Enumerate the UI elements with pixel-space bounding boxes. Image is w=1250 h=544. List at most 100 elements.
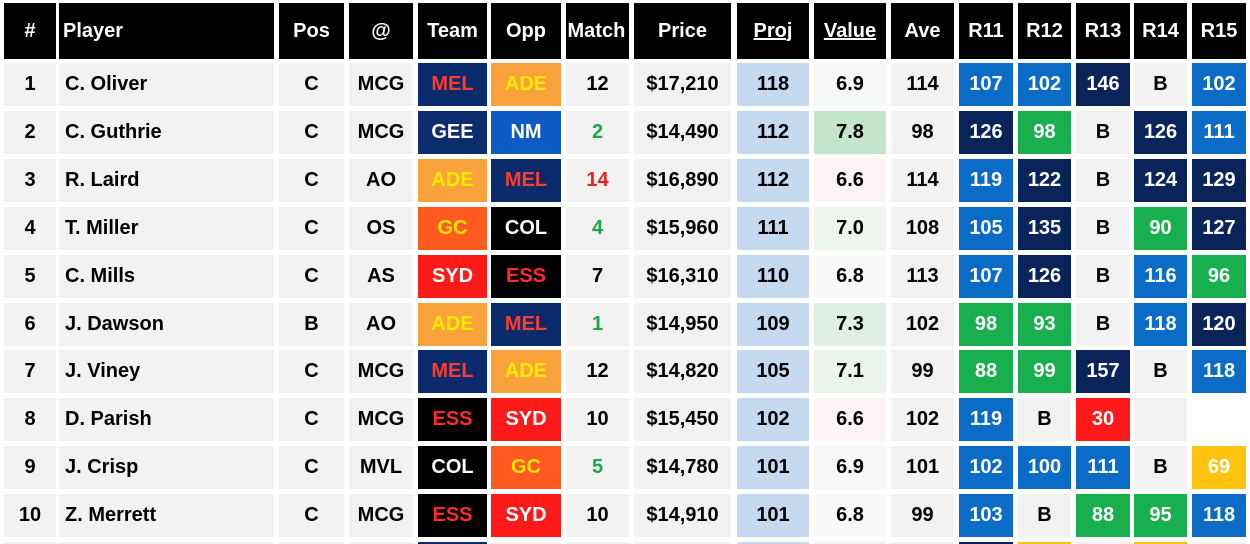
cell-num: 8 xyxy=(4,398,56,441)
opponent-badge: ADE xyxy=(491,350,561,393)
team-badge: MEL xyxy=(418,350,487,393)
player-name[interactable]: T. Miller xyxy=(59,207,274,250)
round-score-r12: B xyxy=(1018,398,1071,441)
cell-at: MCG xyxy=(349,111,413,154)
cell-price: $14,780 xyxy=(634,446,731,489)
header-price[interactable]: Price xyxy=(634,3,731,59)
header-matchup-label: Match Up xyxy=(567,19,658,42)
cell-at: MCG xyxy=(349,63,413,106)
round-score-r12: 122 xyxy=(1018,159,1071,202)
header-proj[interactable]: Proj xyxy=(737,3,809,59)
next-row-edge xyxy=(634,542,731,544)
header-opp-label: Opp xyxy=(506,19,546,42)
header-r12[interactable]: R12 xyxy=(1018,3,1071,59)
cell-proj: 102 xyxy=(737,398,809,441)
round-score-r14: 90 xyxy=(1134,207,1187,250)
player-name[interactable]: C. Oliver xyxy=(59,63,274,106)
header-r15[interactable]: R15 xyxy=(1192,3,1246,59)
cell-proj: 118 xyxy=(737,63,809,106)
header-ave[interactable]: Ave xyxy=(891,3,954,59)
header-r13[interactable]: R13 xyxy=(1076,3,1130,59)
header-num-label: # xyxy=(24,19,36,42)
team-badge: SYD xyxy=(418,255,487,298)
round-score-r13: B xyxy=(1076,303,1130,346)
opponent-badge: NM xyxy=(491,111,561,154)
round-score-r11: 107 xyxy=(959,255,1013,298)
next-row-edge xyxy=(1076,542,1130,544)
round-score-r13: 30 xyxy=(1076,398,1130,441)
round-score-r15 xyxy=(1192,398,1246,441)
cell-ave: 114 xyxy=(891,63,954,106)
header-r11[interactable]: R11 xyxy=(959,3,1013,59)
header-r14[interactable]: R14 xyxy=(1134,3,1187,59)
round-score-r13: B xyxy=(1076,111,1130,154)
cell-proj: 101 xyxy=(737,494,809,537)
player-name[interactable]: J. Crisp xyxy=(59,446,274,489)
header-player[interactable]: Player xyxy=(59,3,274,59)
header-team[interactable]: Team xyxy=(418,3,487,59)
cell-price: $15,960 xyxy=(634,207,731,250)
player-name[interactable]: D. Parish xyxy=(59,398,274,441)
round-score-r11: 103 xyxy=(959,494,1013,537)
player-name[interactable]: C. Guthrie xyxy=(59,111,274,154)
header-at-label: @ xyxy=(371,19,391,42)
cell-price: $14,950 xyxy=(634,303,731,346)
player-name[interactable]: J. Dawson xyxy=(59,303,274,346)
cell-at: AS xyxy=(349,255,413,298)
cell-value: 6.9 xyxy=(814,446,886,489)
round-score-r12: B xyxy=(1018,494,1071,537)
cell-proj: 112 xyxy=(737,111,809,154)
header-player-label: Player xyxy=(63,19,124,42)
cell-ave: 102 xyxy=(891,398,954,441)
position-label: B xyxy=(279,303,344,346)
cell-matchup: 14 xyxy=(566,159,629,202)
team-badge: ADE xyxy=(418,159,487,202)
header-value-label: Value xyxy=(823,19,877,42)
cell-ave: 114 xyxy=(891,159,954,202)
player-name[interactable]: C. Mills xyxy=(59,255,274,298)
header-r13-label: R13 xyxy=(1084,19,1122,42)
cell-price: $17,210 xyxy=(634,63,731,106)
player-name[interactable]: R. Laird xyxy=(59,159,274,202)
position-label: C xyxy=(279,63,344,106)
round-score-r14: 116 xyxy=(1134,255,1187,298)
next-row-edge xyxy=(491,542,561,544)
round-score-r13: 88 xyxy=(1076,494,1130,537)
round-score-r13: B xyxy=(1076,255,1130,298)
opponent-badge: MEL xyxy=(491,159,561,202)
cell-proj: 110 xyxy=(737,255,809,298)
header-num[interactable]: # xyxy=(4,3,56,59)
cell-at: OS xyxy=(349,207,413,250)
round-score-r12: 126 xyxy=(1018,255,1071,298)
cell-matchup: 7 xyxy=(566,255,629,298)
header-opp[interactable]: Opp xyxy=(491,3,561,59)
cell-num: 7 xyxy=(4,350,56,393)
header-matchup[interactable]: Match Up xyxy=(566,3,658,59)
round-score-r13: 111 xyxy=(1076,446,1130,489)
cell-value: 7.1 xyxy=(814,350,886,393)
team-badge: GC xyxy=(418,207,487,250)
cell-at: AO xyxy=(349,159,413,202)
round-score-r14: 124 xyxy=(1134,159,1187,202)
player-name[interactable]: J. Viney xyxy=(59,350,274,393)
next-row-edge xyxy=(59,542,274,544)
round-score-r14 xyxy=(1134,398,1187,441)
round-score-r11: 102 xyxy=(959,446,1013,489)
header-price-label: Price xyxy=(658,19,707,42)
position-label: C xyxy=(279,494,344,537)
next-row-edge xyxy=(814,542,886,544)
header-r15-label: R15 xyxy=(1200,19,1238,42)
header-value[interactable]: Value xyxy=(814,3,886,59)
header-at[interactable]: @ xyxy=(349,3,413,59)
cell-ave: 99 xyxy=(891,350,954,393)
next-row-edge xyxy=(566,542,629,544)
position-label: C xyxy=(279,111,344,154)
round-score-r14: 126 xyxy=(1134,111,1187,154)
cell-num: 6 xyxy=(4,303,56,346)
header-pos[interactable]: Pos xyxy=(279,3,344,59)
player-name[interactable]: Z. Merrett xyxy=(59,494,274,537)
cell-value: 6.6 xyxy=(814,398,886,441)
cell-num: 9 xyxy=(4,446,56,489)
round-score-r14: B xyxy=(1134,350,1187,393)
